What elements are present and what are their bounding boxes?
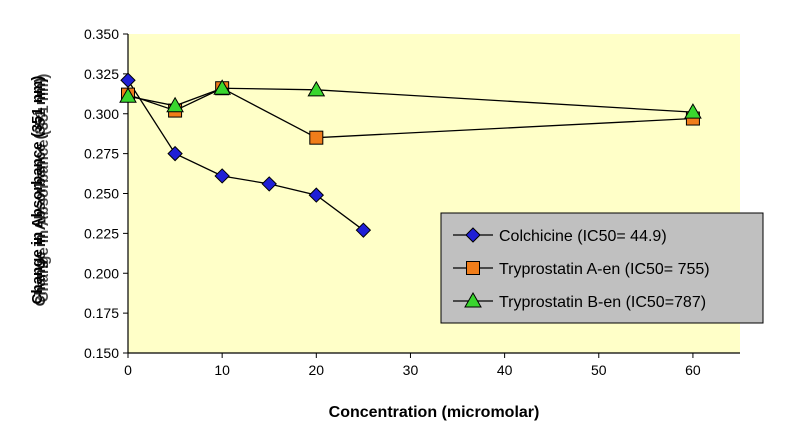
legend-marker-diamond xyxy=(465,227,481,243)
series-line xyxy=(127,79,364,231)
legend-label: Tryprostatin A-en (IC50= 755) xyxy=(499,261,710,278)
y-axis-label-group: Change in Absorbance (351 nm) Change in … xyxy=(29,74,52,307)
y-axis-label-overlap-1: Change in Absorbance (351 nm) xyxy=(32,78,49,307)
data-point-triangle xyxy=(119,87,137,103)
legend-items: Colchicine (IC50= 44.9) Tryprostatin A-en… xyxy=(453,227,710,311)
y-axis: 0.150 0.175 0.200 0.225 0.250 0.275 0.300 0.325… xyxy=(84,26,129,361)
legend-item: Tryprostatin B-en (IC50=787) xyxy=(453,291,706,311)
y-tick-label: 0.350 xyxy=(84,26,119,42)
legend: Colchicine (IC50= 44.9) Tryprostatin A-en… xyxy=(440,212,764,324)
series-triangle xyxy=(119,79,702,119)
series-diamond xyxy=(120,72,372,238)
data-point-diamond xyxy=(214,168,230,184)
x-tick-label: 50 xyxy=(591,362,607,378)
data-point-triangle xyxy=(213,79,232,95)
data-point-triangle xyxy=(684,103,702,119)
x-axis-label: Concentration (micromolar) xyxy=(329,404,540,421)
y-tick-label: 0.225 xyxy=(84,225,119,241)
legend-box xyxy=(440,212,764,324)
y-tick-label: 0.175 xyxy=(84,305,119,321)
y-axis-label-overlap-2: Change in Absorbance (351 nm) xyxy=(35,74,52,303)
data-point-triangle xyxy=(307,80,326,97)
y-tick-label: 0.150 xyxy=(84,345,119,361)
series-layer xyxy=(119,72,702,238)
legend-item: Tryprostatin A-en (IC50= 755) xyxy=(453,261,710,278)
legend-item: Colchicine (IC50= 44.9) xyxy=(453,227,667,245)
data-point-diamond xyxy=(167,145,183,162)
data-point-triangle xyxy=(166,96,184,113)
x-axis: 0 10 20 30 40 50 60 xyxy=(124,352,740,378)
y-tick-label: 0.300 xyxy=(84,106,119,122)
legend-label: Tryprostatin B-en (IC50=787) xyxy=(499,294,706,311)
x-tick-label: 20 xyxy=(309,362,325,378)
data-point-diamond xyxy=(261,176,277,192)
x-tick-label: 10 xyxy=(214,362,230,378)
y-tick-label: 0.250 xyxy=(84,186,119,202)
y-tick-label: 0.200 xyxy=(84,265,119,281)
x-tick-label: 60 xyxy=(685,362,701,378)
y-tick-label: 0.275 xyxy=(84,146,119,162)
y-tick-label: 0.325 xyxy=(84,66,119,82)
legend-marker-triangle xyxy=(464,291,482,308)
x-tick-label: 0 xyxy=(124,362,132,378)
x-tick-label: 40 xyxy=(497,362,513,378)
legend-marker-square xyxy=(466,261,480,275)
data-point-diamond xyxy=(308,187,325,203)
legend-label: Colchicine (IC50= 44.9) xyxy=(499,228,667,245)
data-point-square xyxy=(309,130,324,145)
y-axis-label: Change in Absorbance (351 nm) xyxy=(29,76,46,305)
x-tick-label: 30 xyxy=(403,362,419,378)
data-point-diamond xyxy=(355,222,372,238)
